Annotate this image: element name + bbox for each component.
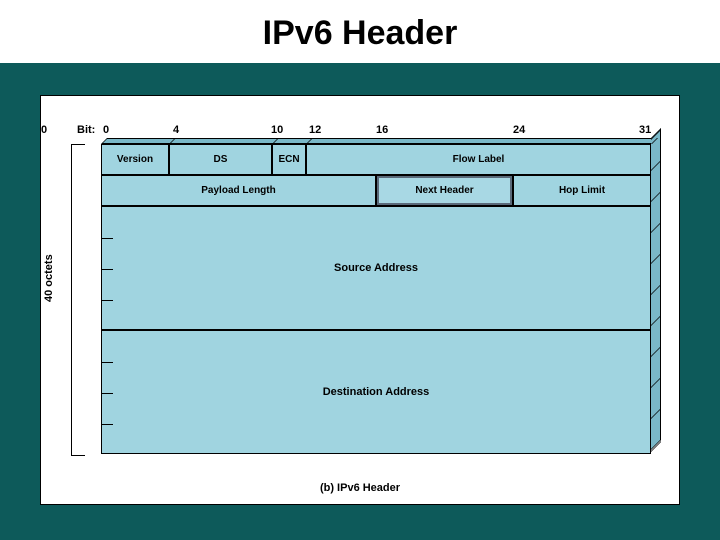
bit-tick-24: 24 [513, 124, 525, 136]
bit-tick-12: 12 [309, 124, 321, 136]
bit-tick-10: 10 [271, 124, 283, 136]
y-axis-label: 40 octets [43, 254, 55, 302]
size-bracket [71, 144, 85, 456]
row-tick [101, 269, 113, 270]
field-ds: DS [169, 144, 272, 175]
destination-address-label: Destination Address [323, 386, 430, 398]
field-hop-limit: Hop Limit [513, 175, 651, 206]
source-address-label: Source Address [334, 262, 418, 274]
bit-tick-31: 31 [639, 124, 651, 136]
bit-prefix: Bit: [77, 124, 95, 136]
bit-tick-0: 0 [41, 124, 47, 136]
row-2: Payload LengthNext HeaderHop Limit [101, 175, 651, 206]
field-ecn: ECN [272, 144, 306, 175]
row-1: VersionDSECNFlow Label [101, 144, 651, 175]
figure-caption: (b) IPv6 Header [41, 482, 679, 494]
bit-tick-4: 4 [173, 124, 179, 136]
bit-tick-16: 16 [376, 124, 388, 136]
row-tick [101, 424, 113, 425]
row-tick [101, 238, 113, 239]
field-flow-label: Flow Label [306, 144, 651, 175]
figure-panel: Bit: 0 40 octets VersionDSECNFlow Label … [40, 95, 680, 505]
row-tick [101, 362, 113, 363]
row-tick [101, 300, 113, 301]
slide-title: IPv6 Header [0, 0, 720, 63]
destination-address-block: Destination Address [101, 330, 651, 454]
row-tick [101, 393, 113, 394]
header-diagram: VersionDSECNFlow Label Payload LengthNex… [101, 144, 651, 454]
source-address-block: Source Address [101, 206, 651, 330]
bit-tick-0: 0 [103, 124, 109, 136]
field-next-header: Next Header [376, 175, 513, 206]
field-payload-length: Payload Length [101, 175, 376, 206]
field-version: Version [101, 144, 169, 175]
